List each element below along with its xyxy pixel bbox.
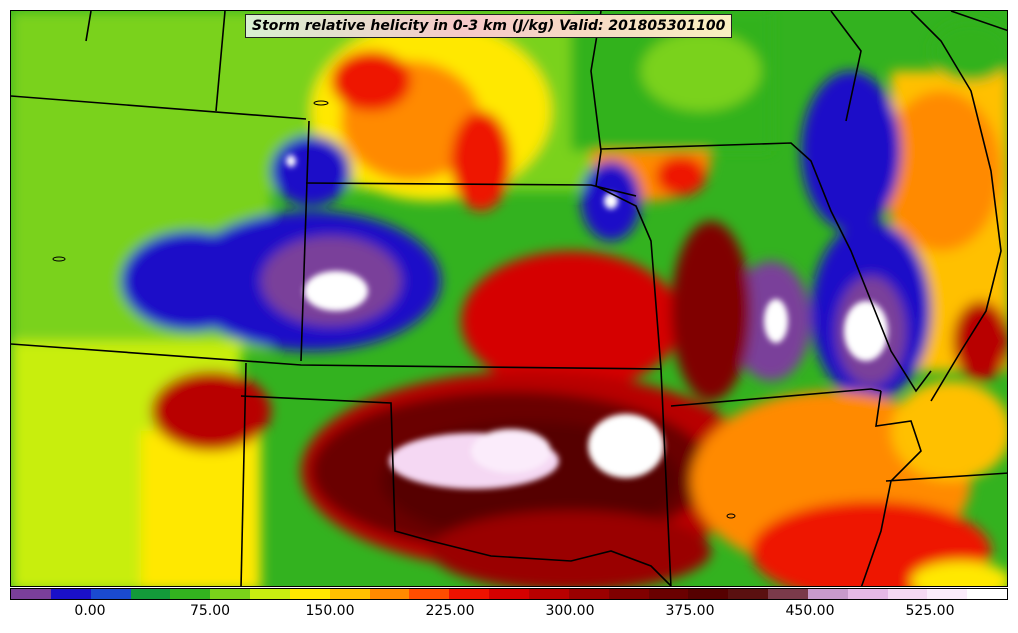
colorbar-swatch (688, 589, 729, 599)
colorbar-swatch (489, 589, 529, 599)
colorbar-tick-label: 225.00 (425, 603, 475, 619)
lakes (52, 100, 736, 519)
colorbar-swatch (728, 589, 769, 599)
colorbar-swatch (568, 589, 609, 599)
state-boundaries (11, 11, 1007, 586)
colorbar (10, 588, 1008, 600)
colorbar-swatch (648, 589, 689, 599)
colorbar-tick-label: 150.00 (305, 603, 355, 619)
colorbar-tick-label: 450.00 (785, 603, 835, 619)
colorbar-swatch (210, 589, 251, 599)
colorbar-tick-label: 525.00 (905, 603, 955, 619)
colorbar-swatch (369, 589, 410, 599)
colorbar-tick-label: 300.00 (545, 603, 595, 619)
colorbar-swatch (807, 589, 848, 599)
colorbar-swatch (130, 589, 171, 599)
colorbar-tick-label: 75.00 (189, 603, 231, 619)
colorbar-swatch (528, 589, 569, 599)
map-title: Storm relative helicity in 0-3 km (J/kg)… (245, 14, 733, 38)
colorbar-swatch (967, 589, 1008, 599)
colorbar-swatch (927, 589, 968, 599)
colorbar-swatch (768, 589, 808, 599)
colorbar-tick-label: 375.00 (665, 603, 715, 619)
shaded-field (11, 11, 1007, 586)
shaded-cores (286, 155, 888, 489)
colorbar-swatch (170, 589, 211, 599)
map-panel (10, 10, 1008, 587)
colorbar-swatch (289, 589, 330, 599)
colorbar-swatch (887, 589, 928, 599)
colorbar-swatch (250, 589, 290, 599)
helicity-field-map (11, 11, 1007, 586)
colorbar-tick-labels: 0.00 75.00 150.00 225.00 300.00 375.00 450.00 5… (10, 603, 1008, 623)
colorbar-tick-label: 0.00 (74, 603, 106, 619)
colorbar-swatch (50, 589, 91, 599)
colorbar-swatch (608, 589, 649, 599)
colorbar-swatch (11, 589, 51, 599)
colorbar-swatch (847, 589, 888, 599)
colorbar-swatch (90, 589, 131, 599)
colorbar-swatch (409, 589, 450, 599)
colorbar-swatch (329, 589, 370, 599)
colorbar-swatch (449, 589, 490, 599)
